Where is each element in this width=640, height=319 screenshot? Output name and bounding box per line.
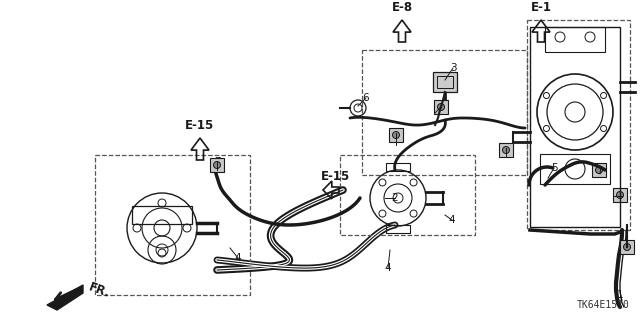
Bar <box>386 163 410 171</box>
Circle shape <box>438 103 445 110</box>
Text: 7: 7 <box>214 157 220 167</box>
Circle shape <box>616 191 623 198</box>
Bar <box>540 154 610 184</box>
Text: 4: 4 <box>235 253 241 263</box>
Bar <box>210 158 224 172</box>
Text: 1: 1 <box>617 290 623 300</box>
Circle shape <box>623 243 630 250</box>
Text: E-1: E-1 <box>531 1 552 14</box>
Bar <box>620 240 634 254</box>
Circle shape <box>595 167 602 174</box>
Text: 7: 7 <box>619 191 625 201</box>
Text: TK64E1510: TK64E1510 <box>577 300 630 310</box>
Text: E-15: E-15 <box>186 119 214 132</box>
Bar <box>499 143 513 157</box>
Bar <box>437 76 453 88</box>
Text: 7: 7 <box>624 240 630 250</box>
Text: E-8: E-8 <box>392 1 413 14</box>
Text: 5: 5 <box>550 163 557 173</box>
Bar <box>434 100 448 114</box>
Polygon shape <box>47 285 83 310</box>
Text: 3: 3 <box>450 63 456 73</box>
Bar <box>362 50 527 175</box>
Bar <box>527 20 630 230</box>
Bar <box>613 188 627 202</box>
Circle shape <box>392 131 399 138</box>
Bar <box>530 27 620 227</box>
Bar <box>592 163 606 177</box>
Text: FR.: FR. <box>87 280 112 300</box>
Bar <box>386 225 410 233</box>
Text: E-15: E-15 <box>321 170 349 183</box>
Bar <box>132 206 192 224</box>
Text: 6: 6 <box>363 93 369 103</box>
Text: 4: 4 <box>385 263 391 273</box>
Text: 7: 7 <box>504 143 510 153</box>
Bar <box>545 27 605 52</box>
Bar <box>340 155 475 235</box>
Text: 7: 7 <box>598 163 604 173</box>
Text: 2: 2 <box>392 193 398 203</box>
Bar <box>389 128 403 142</box>
Text: 7: 7 <box>392 128 398 138</box>
Bar <box>433 72 457 92</box>
Text: 7: 7 <box>438 101 445 111</box>
Bar <box>95 155 250 295</box>
Circle shape <box>214 161 221 168</box>
Circle shape <box>502 146 509 153</box>
Text: 4: 4 <box>449 215 455 225</box>
